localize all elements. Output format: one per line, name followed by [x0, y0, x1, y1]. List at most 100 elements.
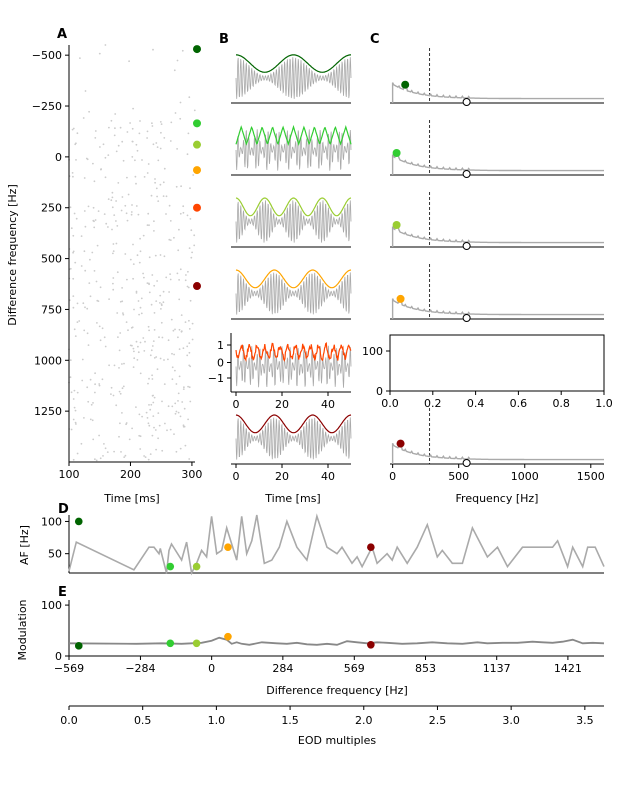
raster-dot	[191, 251, 194, 254]
raster-dot	[103, 336, 106, 339]
eod-axis-tick-label: 2.5	[429, 714, 447, 727]
raster-dot	[103, 443, 105, 445]
raster-dot	[153, 357, 156, 359]
raster-dot	[72, 234, 75, 237]
raster-dot	[136, 149, 139, 152]
raster-dot	[178, 348, 181, 350]
raster-dot	[116, 225, 119, 227]
raster-dot	[80, 235, 83, 238]
raster-dot	[131, 156, 134, 158]
panel-c-eod-marker	[462, 459, 471, 467]
raster-dot	[139, 372, 142, 375]
raster-dot	[82, 302, 85, 305]
raster-dot	[105, 222, 108, 225]
raster-dot	[153, 220, 155, 223]
raster-dot	[168, 291, 171, 293]
raster-dot	[190, 256, 193, 259]
raster-dot	[70, 391, 73, 394]
raster-dot	[117, 182, 120, 184]
panel-c-mid-x-tick-label: 1.0	[595, 397, 613, 410]
panel-c-eod-marker	[462, 170, 471, 178]
raster-dot	[178, 328, 181, 331]
raster-dot	[89, 258, 91, 261]
raster-dot	[139, 250, 142, 253]
raster-dot	[156, 146, 159, 149]
raster-dot	[113, 450, 115, 453]
raster-dot	[81, 379, 84, 382]
raster-dot	[160, 308, 162, 310]
raster-dot	[81, 358, 84, 361]
raster-dot	[146, 417, 149, 419]
raster-dot	[98, 325, 101, 328]
raster-dot	[97, 210, 100, 213]
raster-dot	[163, 255, 166, 258]
raster-dot	[72, 277, 75, 280]
raster-dot	[125, 321, 128, 323]
raster-dot	[132, 347, 135, 350]
raster-dot	[160, 304, 163, 307]
raster-dot	[94, 130, 97, 132]
raster-dot	[171, 352, 173, 355]
raster-dot	[167, 405, 170, 408]
panel-e-y-tick-label: 0	[55, 650, 62, 663]
raster-dot	[121, 363, 123, 365]
raster-dot	[180, 330, 183, 332]
raster-dot	[117, 144, 120, 147]
raster-dot	[157, 437, 160, 440]
raster-dot	[166, 429, 168, 432]
raster-dot	[143, 176, 146, 178]
raster-dot	[147, 163, 150, 165]
raster-dot	[140, 297, 143, 300]
panel-b-x-tick-label: 20	[275, 398, 289, 411]
raster-dot	[108, 298, 110, 300]
panel-e-x-tick-label: 569	[344, 662, 365, 675]
raster-dot	[182, 347, 185, 350]
raster-dot	[151, 345, 154, 347]
raster-dot	[153, 230, 155, 232]
raster-dot	[123, 362, 125, 365]
raster-dot	[148, 224, 150, 227]
raster-dot	[179, 415, 182, 418]
raster-dot	[138, 261, 141, 264]
raster-dot	[114, 113, 117, 115]
raster-dot	[184, 321, 187, 323]
raster-dot	[111, 191, 114, 194]
raster-dot	[186, 345, 189, 348]
raster-dot	[133, 357, 136, 360]
panel-c-peak-marker	[396, 294, 405, 303]
raster-dot	[79, 57, 81, 59]
raster-dot	[135, 182, 137, 185]
raster-dot	[157, 200, 160, 203]
raster-dot	[191, 338, 194, 341]
panel-d-marker	[192, 562, 201, 571]
raster-dot	[143, 455, 146, 457]
panel-e-x-tick-label: −284	[125, 662, 155, 675]
panel-e-marker	[74, 642, 83, 650]
raster-dot	[118, 367, 120, 369]
raster-dot	[133, 308, 135, 311]
raster-dot	[112, 394, 115, 397]
raster-dot	[99, 457, 102, 460]
panel-b-label: B	[219, 32, 229, 47]
raster-dot	[177, 336, 179, 339]
panel-e-marker	[224, 632, 232, 641]
raster-dot	[135, 205, 138, 207]
raster-dot	[88, 110, 90, 113]
raster-dot	[169, 278, 172, 281]
panel-c-spectrum-trace	[391, 82, 604, 104]
raster-dot	[158, 424, 161, 427]
raster-dot	[130, 211, 133, 213]
raster-dot	[116, 271, 119, 274]
raster-dot	[69, 267, 72, 270]
raster-dot	[188, 319, 190, 322]
raster-dot	[95, 280, 98, 283]
panel-c-peak-marker	[396, 439, 405, 448]
raster-dot	[116, 312, 119, 314]
raster-dot	[180, 314, 183, 316]
raster-dot	[169, 239, 172, 242]
raster-dot	[152, 340, 155, 342]
panel-e-modulation-plot: 0 100 −569 −284 0 284 569 853 1137 1421	[41, 599, 605, 675]
raster-dot	[148, 424, 151, 427]
raster-dot	[125, 423, 127, 426]
raster-dot	[78, 320, 81, 322]
